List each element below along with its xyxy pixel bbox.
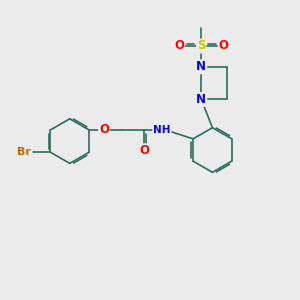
- Text: S: S: [197, 40, 206, 52]
- Text: O: O: [139, 144, 149, 157]
- Text: O: O: [99, 123, 109, 136]
- Text: N: N: [196, 60, 206, 73]
- Text: N: N: [196, 93, 206, 106]
- Text: NH: NH: [153, 125, 171, 135]
- Text: Br: Br: [17, 147, 31, 157]
- Text: O: O: [174, 40, 184, 52]
- Text: O: O: [219, 40, 229, 52]
